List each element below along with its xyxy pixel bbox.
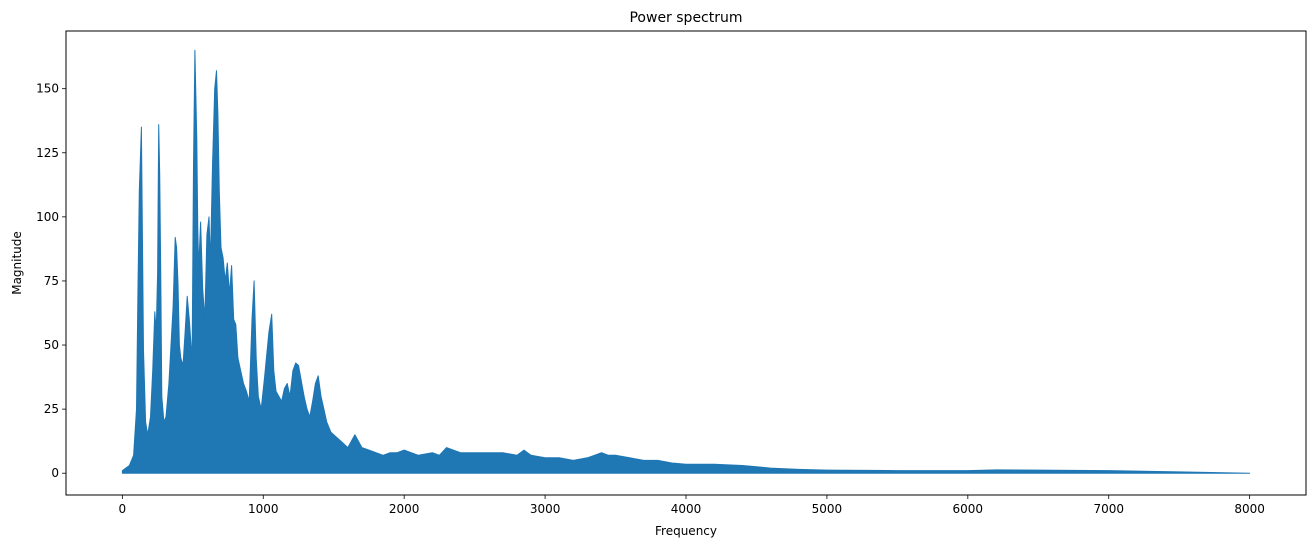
plot-area: [121, 49, 1251, 474]
y-tick-label: 100: [36, 210, 59, 224]
y-axis-label: Magnitude: [10, 231, 24, 295]
y-tick-label: 150: [36, 82, 59, 96]
y-tick-label: 0: [51, 466, 59, 480]
y-tick-label: 50: [44, 338, 59, 352]
x-tick-label: 1000: [248, 502, 279, 516]
x-tick-label: 2000: [389, 502, 420, 516]
y-tick-label: 25: [44, 402, 59, 416]
chart-title: Power spectrum: [629, 10, 742, 26]
x-tick-label: 4000: [671, 502, 702, 516]
x-tick-label: 6000: [953, 502, 984, 516]
y-tick-label: 125: [36, 146, 59, 160]
x-tick-label: 3000: [530, 502, 561, 516]
x-tick-label: 0: [119, 502, 127, 516]
y-axis-ticks: 0 25 50 75 100 125 150: [36, 82, 66, 480]
x-tick-label: 7000: [1093, 502, 1124, 516]
x-axis-label: Frequency: [655, 524, 717, 538]
x-tick-label: 5000: [812, 502, 843, 516]
axes-frame: [65, 30, 1307, 496]
y-tick-label: 75: [44, 274, 59, 288]
x-axis-ticks: 0 1000 2000 3000 4000 5000 6000 7000 8000: [119, 495, 1265, 516]
x-tick-label: 8000: [1234, 502, 1265, 516]
spectrum-series-line: [121, 49, 1251, 474]
